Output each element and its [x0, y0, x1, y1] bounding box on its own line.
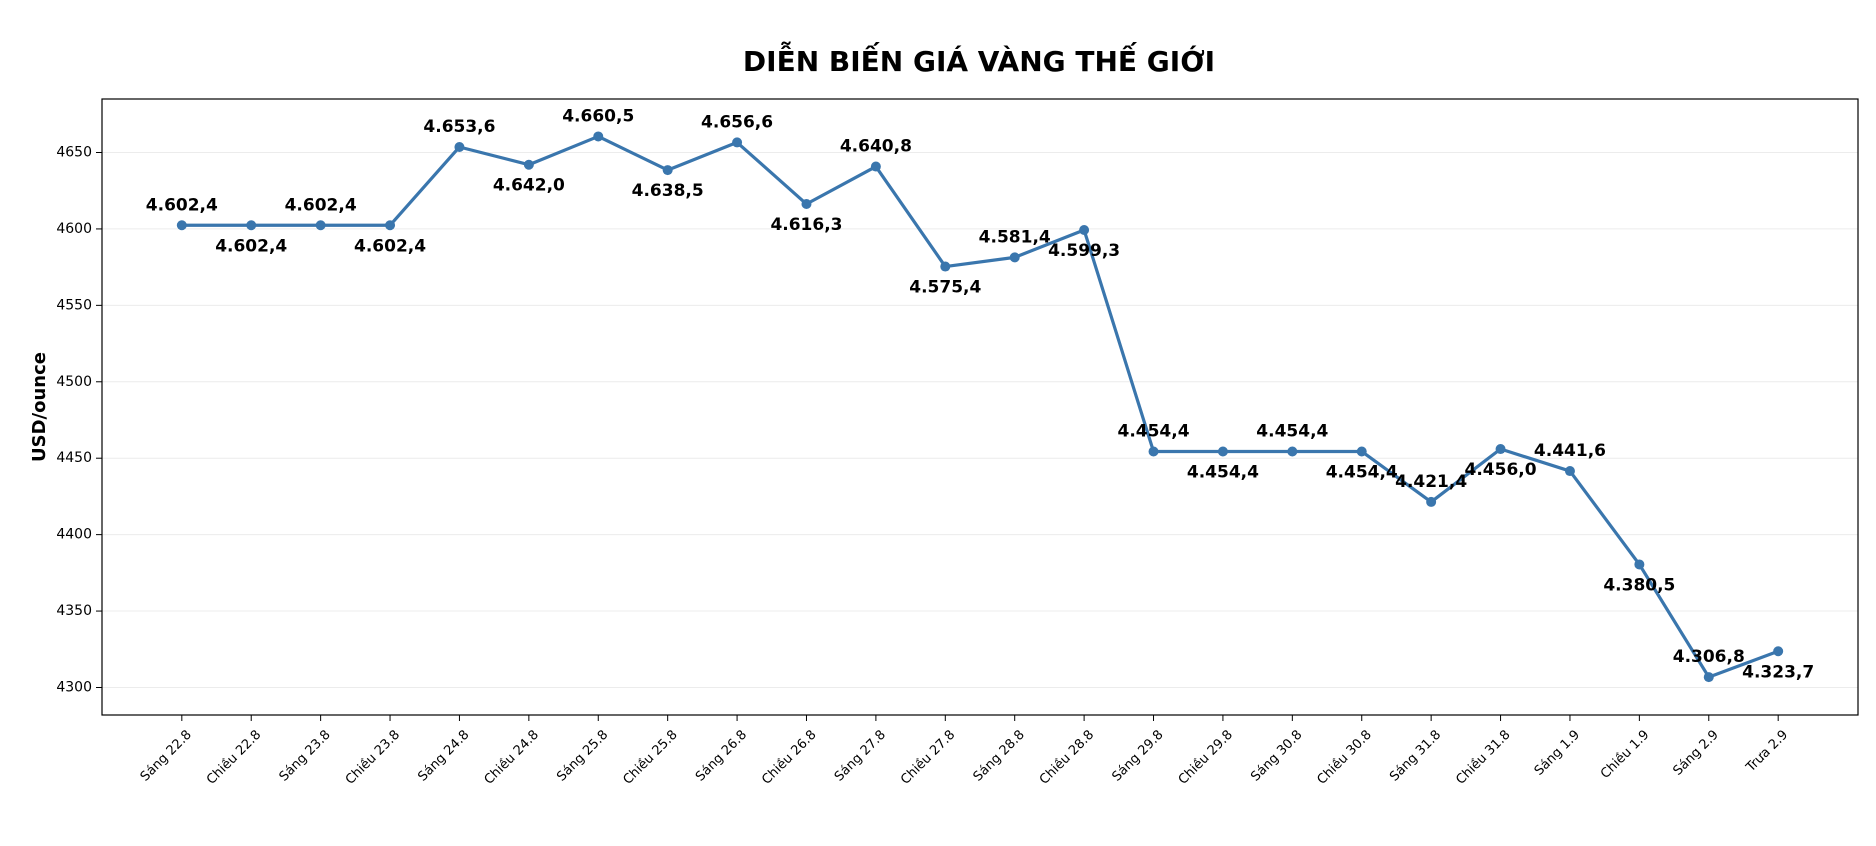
- marker: [315, 220, 326, 231]
- y-tick-label: 4500: [56, 374, 92, 390]
- x-tick-label: Sáng 23.8: [277, 727, 334, 784]
- value-label: 4.421,4: [1395, 472, 1467, 492]
- x-tick-label: Sáng 28.8: [971, 727, 1028, 784]
- marker: [1287, 446, 1298, 457]
- x-tick-label: Chiều 23.8: [343, 727, 403, 787]
- marker: [732, 137, 743, 148]
- x-tick-label: Chiều 27.8: [898, 727, 958, 787]
- x-tick-label: Sáng 22.8: [138, 727, 195, 784]
- x-tick-label: Trưa 2.9: [1743, 727, 1791, 775]
- value-label: 4.602,4: [354, 236, 426, 256]
- marker: [1079, 224, 1090, 235]
- marker: [1009, 252, 1020, 263]
- marker: [801, 199, 812, 210]
- value-label: 4.640,8: [840, 137, 912, 157]
- y-tick-label: 4650: [56, 144, 92, 160]
- plot-frame: [101, 98, 1859, 716]
- line: [181, 134, 1779, 679]
- marker: [1426, 496, 1437, 507]
- y-tick-label: 4550: [56, 297, 92, 313]
- value-label: 4.306,8: [1673, 647, 1745, 667]
- marker: [523, 159, 534, 170]
- value-label: 4.380,5: [1603, 575, 1675, 595]
- x-tick-label: Chiều 26.8: [759, 727, 819, 787]
- x-tick-label: Sáng 29.8: [1109, 727, 1166, 784]
- x-tick-label: Sáng 27.8: [832, 727, 889, 784]
- y-tick-label: 4350: [56, 603, 92, 619]
- chart-title: DIỄN BIẾN GIÁ VÀNG THẾ GIỚI: [743, 40, 1215, 78]
- x-tick-label: Chiều 22.8: [204, 727, 264, 787]
- marker: [1773, 646, 1784, 657]
- marker: [1634, 559, 1645, 570]
- marker: [246, 220, 257, 231]
- marker: [1148, 446, 1159, 457]
- marker: [454, 141, 465, 152]
- marker: [1217, 446, 1228, 457]
- x-tick-label: Chiều 30.8: [1315, 727, 1375, 787]
- marker: [385, 220, 396, 231]
- value-label: 4.602,4: [146, 195, 218, 215]
- value-label: 4.454,4: [1326, 462, 1398, 482]
- marker: [1356, 446, 1367, 457]
- y-tick-label: 4450: [56, 450, 92, 466]
- value-label: 4.323,7: [1742, 662, 1814, 682]
- x-tick-label: Chiều 24.8: [482, 727, 542, 787]
- y-axis-label: USD/ounce: [29, 352, 50, 462]
- marker: [1703, 672, 1714, 683]
- value-label: 4.653,6: [423, 117, 495, 137]
- value-label: 4.456,0: [1465, 460, 1537, 480]
- marker: [176, 220, 187, 231]
- value-label: 4.616,3: [770, 215, 842, 235]
- marker: [593, 131, 604, 142]
- y-tick-label: 4600: [56, 221, 92, 237]
- marker: [1564, 466, 1575, 477]
- x-tick-label: Chiều 28.8: [1037, 727, 1097, 787]
- value-label: 4.602,4: [285, 195, 357, 215]
- value-label: 4.441,6: [1534, 441, 1606, 461]
- value-label: 4.660,5: [562, 106, 634, 126]
- value-label: 4.454,4: [1256, 421, 1328, 441]
- value-label: 4.602,4: [215, 236, 287, 256]
- marker: [1495, 444, 1506, 455]
- value-label: 4.599,3: [1048, 241, 1120, 261]
- marker: [870, 161, 881, 172]
- x-tick-label: Sáng 25.8: [554, 727, 611, 784]
- y-tick-label: 4400: [56, 527, 92, 543]
- y-tick-label: 4300: [56, 679, 92, 695]
- value-label: 4.581,4: [979, 227, 1051, 247]
- value-label: 4.642,0: [493, 176, 565, 196]
- x-tick-label: Sáng 30.8: [1248, 727, 1305, 784]
- x-tick-label: Sáng 26.8: [693, 727, 750, 784]
- x-tick-label: Chiều 31.8: [1453, 727, 1513, 787]
- x-tick-label: Chiều 25.8: [620, 727, 680, 787]
- value-label: 4.638,5: [632, 181, 704, 201]
- x-tick-label: Chiều 29.8: [1176, 727, 1236, 787]
- value-label: 4.575,4: [909, 278, 981, 298]
- x-tick-label: Sáng 24.8: [415, 727, 472, 784]
- x-tick-label: Sáng 2.9: [1671, 727, 1722, 778]
- marker: [940, 261, 951, 272]
- x-tick-label: Chiều 1.9: [1598, 727, 1652, 781]
- value-label: 4.454,4: [1187, 462, 1259, 482]
- x-tick-label: Sáng 1.9: [1532, 727, 1583, 778]
- value-label: 4.656,6: [701, 112, 773, 132]
- value-label: 4.454,4: [1117, 421, 1189, 441]
- marker: [662, 165, 673, 176]
- x-tick-label: Sáng 31.8: [1387, 727, 1444, 784]
